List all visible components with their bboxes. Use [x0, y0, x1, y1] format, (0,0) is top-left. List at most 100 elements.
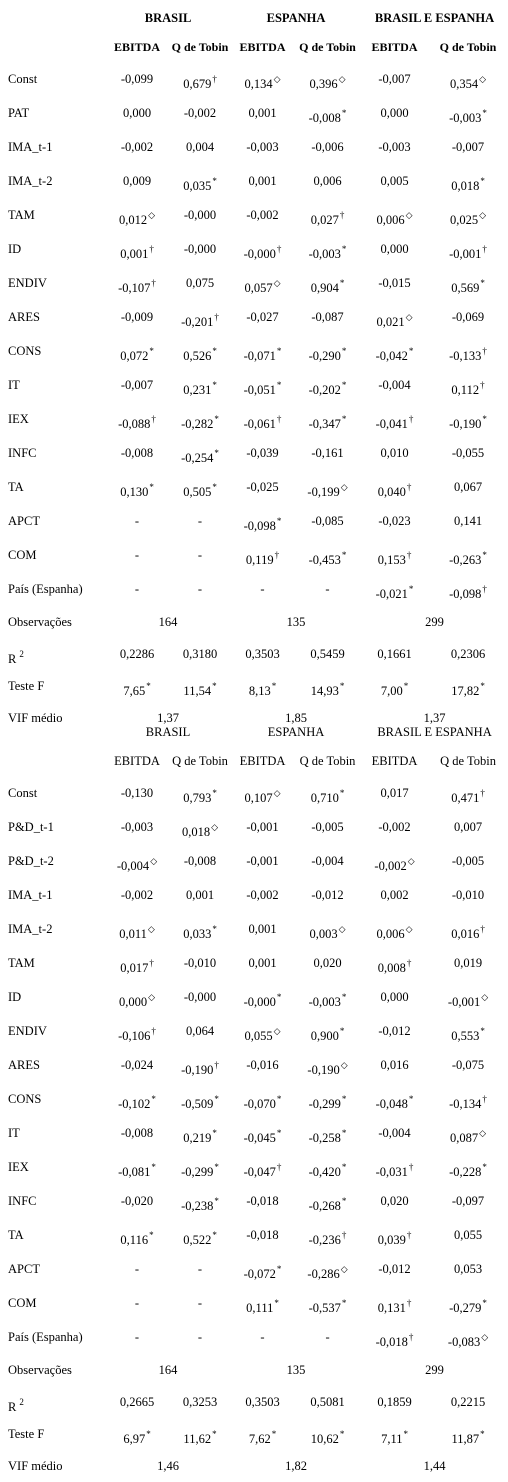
- table-cell: 0,007: [428, 810, 508, 844]
- significance-marker: *: [408, 1094, 414, 1105]
- coefficient: -0,008: [120, 445, 154, 460]
- coefficient: 0,004: [185, 139, 215, 154]
- coefficient: -0,006: [311, 139, 344, 154]
- coefficient: -: [134, 1261, 140, 1276]
- cell-value: -: [135, 548, 139, 563]
- cell-value: 0,000◇: [119, 993, 155, 1010]
- coefficient: -0,047: [243, 1164, 276, 1179]
- table-cell: 0,008†: [361, 946, 428, 980]
- cell-value: -0,347*: [309, 414, 347, 432]
- table-cell: 0,012◇: [105, 198, 169, 232]
- table-cell: 0,035*: [169, 164, 231, 198]
- table-row: Const -0,099 0,679† 0,134◇ 0,396◇ -0,007 0,354…: [0, 62, 508, 96]
- table-cell: -: [105, 1320, 169, 1354]
- table-row: P&D_t-2 -0,004◇ -0,008 -0,001 -0,004 -0,002◇ -…: [0, 844, 508, 878]
- table-cell: -0,161: [294, 436, 361, 470]
- table-cell: -0,003: [231, 130, 294, 164]
- cell-value: -0,012: [378, 1024, 410, 1039]
- cell-value: -0,003: [378, 140, 410, 155]
- coefficient: 0,019: [453, 955, 483, 970]
- table-row: ID 0,000◇ -0,000 -0,000* -0,003* 0,000 -0,001◇: [0, 980, 508, 1014]
- cell-value: -0,133†: [449, 347, 487, 364]
- table-cell: 0,001: [169, 878, 231, 912]
- coefficient: 0,904: [310, 280, 339, 295]
- cell-value: -0,134†: [449, 1095, 487, 1112]
- coefficient: -: [134, 513, 140, 528]
- table-row: CONS 0,072* 0,526* -0,071* -0,290* -0,042* -0,…: [0, 334, 508, 368]
- significance-marker: *: [403, 1429, 408, 1440]
- table-cell: -0,070*: [231, 1082, 294, 1116]
- significance-marker: *: [341, 414, 347, 425]
- cell-value: -0,002: [246, 208, 278, 223]
- significance-marker: †: [482, 584, 487, 595]
- table-cell: -0,002◇: [361, 844, 428, 878]
- r-letter: R: [8, 1399, 17, 1414]
- coefficient: 0,553: [451, 1028, 480, 1043]
- coefficient: -0,045: [243, 1130, 276, 1145]
- cell-value: -0,000: [184, 208, 216, 223]
- table-cell: 0,000◇: [105, 980, 169, 1014]
- table-cell: -0,012: [361, 1252, 428, 1286]
- coefficient: 0,001: [248, 921, 277, 936]
- cell-value: 0,553*: [451, 1027, 485, 1044]
- significance-marker: *: [482, 550, 487, 561]
- coefficient: -0,087: [311, 309, 344, 324]
- significance-marker: ◇: [273, 788, 281, 799]
- significance-marker: ◇: [481, 1332, 489, 1343]
- coefficient: -0,001: [246, 819, 279, 834]
- significance-marker: *: [212, 1128, 217, 1139]
- coefficient: -0,010: [451, 887, 485, 902]
- significance-marker: †: [276, 414, 282, 425]
- significance-marker: ◇: [147, 924, 155, 935]
- table-cell: -0,106†: [105, 1014, 169, 1048]
- cell-value: -: [135, 1296, 139, 1311]
- cell-value: 0,020: [380, 1194, 408, 1209]
- cell-value: 0,006: [313, 174, 341, 189]
- table-cell: -0,258*: [294, 1116, 361, 1150]
- column-header: EBITDA: [113, 39, 160, 54]
- coefficient: 14,93: [310, 683, 339, 698]
- vif-value: 1,37: [157, 710, 179, 725]
- table-cell: -0,009: [105, 300, 169, 334]
- cell-value: 10,62*: [311, 1430, 345, 1447]
- variable-label: P&D_t-1: [8, 819, 54, 834]
- coefficient: -0,003: [308, 994, 341, 1009]
- coefficient: -0,263: [449, 552, 482, 567]
- table-cell: 0,354◇: [428, 62, 508, 96]
- coefficient: 0,011: [119, 926, 147, 941]
- coefficient: 0,035: [183, 178, 212, 193]
- cell-value: 11,54*: [183, 682, 216, 699]
- coefficient: -0,061: [243, 416, 276, 431]
- significance-marker: *: [212, 788, 217, 799]
- cell-value: -0,202*: [309, 381, 347, 398]
- cell-value: 0,354◇: [450, 75, 486, 92]
- significance-marker: *: [212, 346, 217, 357]
- variable-label: TA: [8, 1227, 24, 1242]
- table-cell: -0,190†: [169, 1048, 231, 1082]
- coefficient: 11,62: [183, 1431, 212, 1446]
- coefficient: -0,106: [118, 1028, 151, 1043]
- significance-marker: *: [212, 482, 217, 493]
- table-cell: -0,041†: [361, 402, 428, 436]
- cell-value: -0,055: [452, 446, 484, 461]
- cell-value: -0,018†: [376, 1333, 414, 1350]
- table-cell: 0,055◇: [231, 1014, 294, 1048]
- cell-value: -: [198, 1296, 202, 1311]
- table-cell: -0,254*: [169, 436, 231, 470]
- cell-value: -: [198, 1330, 202, 1345]
- cell-value: -0,008: [184, 854, 216, 869]
- table-cell: 0,000: [361, 96, 428, 130]
- coefficient: -0,055: [451, 445, 485, 460]
- cell-value: -0,002: [246, 888, 278, 903]
- table-cell: -0,018: [231, 1184, 294, 1218]
- significance-marker: †: [274, 550, 280, 561]
- group-header: BRASIL E ESPANHA: [377, 724, 492, 739]
- observations-label: Observações: [8, 1362, 72, 1377]
- cell-value: 0,007: [454, 820, 482, 835]
- cell-value: -0,004◇: [117, 857, 157, 874]
- coefficient: 0,569: [451, 280, 480, 295]
- cell-value: -0,007: [452, 140, 484, 155]
- coefficient: 0,017: [380, 785, 409, 800]
- coefficient: -0,453: [308, 552, 341, 567]
